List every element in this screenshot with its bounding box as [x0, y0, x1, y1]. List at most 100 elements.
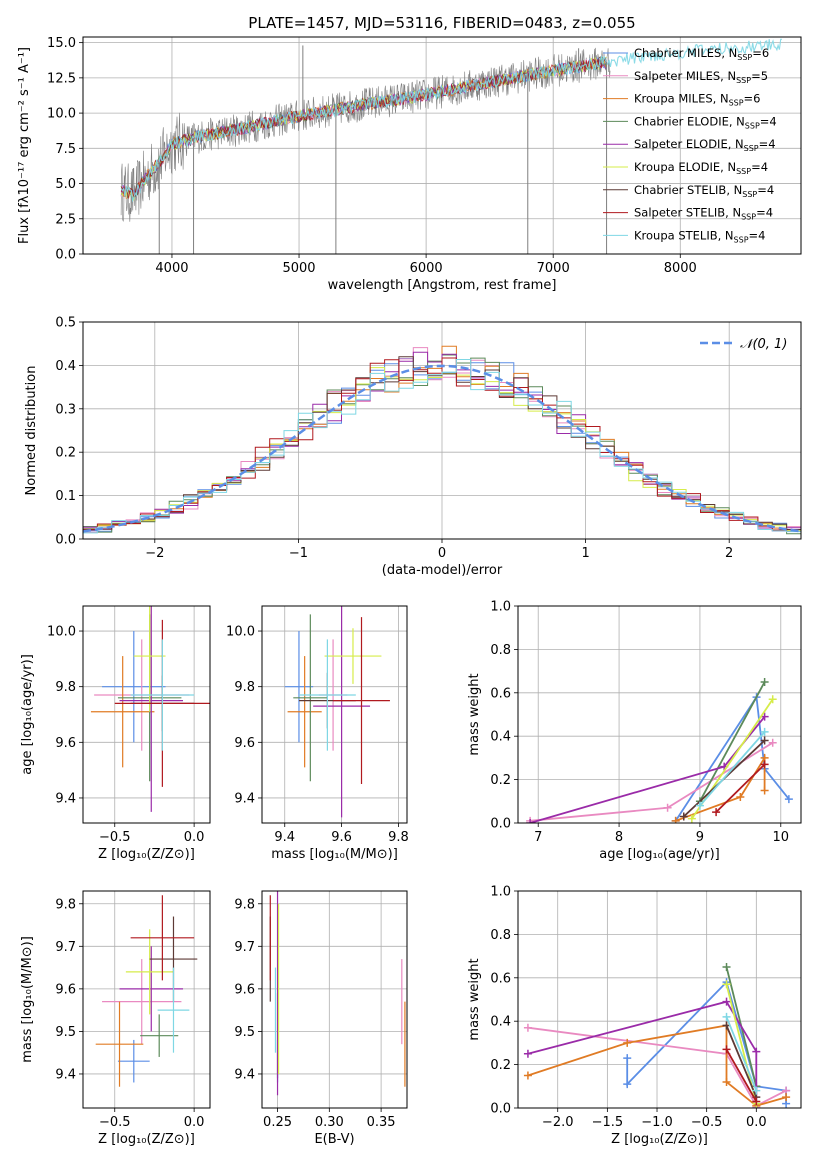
- tick-label-x: 0.0: [746, 1115, 767, 1130]
- weight-marker: [752, 1047, 761, 1056]
- tick-label-x: 4000: [155, 261, 188, 276]
- y-axis-label: mass weight: [467, 673, 482, 755]
- tick-label-x: 9.6: [331, 830, 352, 845]
- tick-label-x: −2.0: [542, 1115, 574, 1130]
- legend-ssp: SSP: [736, 76, 751, 85]
- tick-label-x: 0.0: [184, 1115, 205, 1130]
- tick-label-y: 0.1: [55, 489, 76, 504]
- tick-label-y: 15.0: [47, 36, 76, 51]
- legend-name: Kroupa ELODIE: [634, 160, 720, 174]
- legend-entry: Kroupa ELODIE, NSSP=4: [634, 160, 768, 176]
- legend-name: Chabrier MILES: [634, 46, 721, 60]
- weight-line: [715, 763, 766, 813]
- tick-label-y: 9.6: [234, 736, 255, 751]
- tick-label-y: 0.4: [490, 1015, 511, 1030]
- tick-label-y: 0.6: [490, 971, 511, 986]
- legend-ssp: SSP: [729, 99, 744, 108]
- legend-n: , N: [726, 183, 742, 197]
- legend-ssp: SSP: [742, 190, 757, 199]
- tick-label-x: −0.5: [691, 1115, 723, 1130]
- legend-name: Chabrier STELIB: [634, 183, 726, 197]
- x-axis-label: Z [log₁₀(Z/Z⊙)]: [98, 847, 195, 862]
- tick-label-y: 9.6: [55, 982, 76, 997]
- legend-name: Salpeter STELIB: [634, 206, 725, 220]
- legend-count: =4: [759, 137, 776, 151]
- weight-marker: [784, 795, 793, 804]
- panel-ebv-mass: 0.25 0.30 0.35 9.4 9.5 9.6 9.7 9.8 E(B-V): [234, 890, 408, 1147]
- tick-label-y: 7.5: [55, 142, 76, 157]
- histogram-line: [83, 359, 801, 534]
- plot-area: [284, 606, 390, 818]
- tick-label-x: 6000: [410, 261, 443, 276]
- tick-label-x: 10: [773, 830, 790, 845]
- x-axis-label: Z [log₁₀(Z/Z⊙)]: [98, 1132, 195, 1147]
- tick-label-y: 9.4: [234, 791, 255, 806]
- tick-label-y: 0.2: [55, 446, 76, 461]
- weight-marker: [679, 812, 688, 821]
- tick-label-x: 0: [438, 546, 446, 561]
- legend-entry: Kroupa MILES, NSSP=6: [634, 92, 761, 108]
- legend-name: Chabrier ELODIE: [634, 114, 729, 128]
- axes-frame: [82, 890, 211, 1109]
- legend-n: , N: [721, 46, 737, 60]
- tick-label-x: 0.0: [184, 830, 205, 845]
- legend-count: =4: [749, 228, 766, 242]
- tick-label-x: 0.25: [263, 1115, 292, 1130]
- tick-label-y: 0.2: [490, 1058, 511, 1073]
- panel-age-weight: 7 8 9 10 0.0 0.2 0.4 0.6 0.8 1.0 age [log₁₀(age/yr…: [467, 600, 802, 862]
- model-spectrum-line: [120, 38, 782, 203]
- weight-marker: [695, 801, 704, 810]
- weight-line: [725, 1016, 758, 1091]
- y-axis-label: age [log₁₀(age/yr)]: [20, 654, 35, 775]
- tick-label-y: 10.0: [47, 107, 76, 122]
- plot-area: [95, 895, 198, 1087]
- axes-frame: [82, 36, 802, 255]
- weight-line: [527, 1024, 787, 1107]
- tick-label-y: 10.0: [47, 625, 76, 640]
- tick-label-y: 0.4: [490, 730, 511, 745]
- legend-n: , N: [725, 206, 741, 220]
- tick-label-y: 9.4: [234, 1067, 255, 1082]
- tick-label-x: 1: [581, 546, 589, 561]
- tick-label-y: 9.5: [234, 1025, 255, 1040]
- tick-label-x: 9.4: [274, 830, 295, 845]
- weight-line: [699, 681, 766, 802]
- tick-label-x: −1: [289, 546, 308, 561]
- legend-count: =4: [757, 183, 774, 197]
- tick-label-y: 9.4: [55, 1067, 76, 1082]
- legend-entry: Salpeter MILES, NSSP=5: [634, 69, 768, 85]
- legend-count: =6: [744, 92, 761, 106]
- tick-label-x: 5000: [282, 261, 315, 276]
- weight-marker: [663, 803, 672, 812]
- legend-name: Kroupa MILES: [634, 92, 713, 106]
- tick-label-y: 12.5: [47, 71, 76, 86]
- weight-marker: [623, 1038, 632, 1047]
- legend-entry: Chabrier STELIB, NSSP=4: [634, 183, 774, 199]
- axes-frame: [82, 321, 802, 540]
- tick-label-y: 0.0: [55, 248, 76, 263]
- legend-ssp: SSP: [741, 213, 756, 222]
- legend-entry: Salpeter ELODIE, NSSP=4: [634, 137, 776, 153]
- weight-marker: [687, 814, 696, 823]
- tick-label-x: 0.35: [367, 1115, 396, 1130]
- x-axis-label: E(B-V): [314, 1132, 354, 1147]
- tick-label-y: 9.6: [55, 736, 76, 751]
- tick-label-y: 9.6: [234, 982, 255, 997]
- axes-frame: [261, 605, 408, 824]
- tick-label-x: 8000: [664, 261, 697, 276]
- tick-label-x: 2: [725, 546, 733, 561]
- weight-marker: [722, 962, 731, 971]
- legend-n: , N: [720, 160, 736, 174]
- axes-frame: [517, 605, 802, 824]
- tick-label-x: 8: [615, 830, 623, 845]
- tick-label-y: 9.7: [234, 940, 255, 955]
- legend-label: 𝒩(0, 1): [740, 337, 787, 352]
- x-axis-label: (data-model)/error: [382, 563, 503, 578]
- weight-marker: [768, 695, 777, 704]
- legend-count: =5: [751, 69, 768, 83]
- weight-line: [725, 1025, 758, 1098]
- weight-marker: [722, 1012, 731, 1021]
- tick-label-y: 0.5: [55, 316, 76, 331]
- tick-label-y: 9.8: [55, 897, 76, 912]
